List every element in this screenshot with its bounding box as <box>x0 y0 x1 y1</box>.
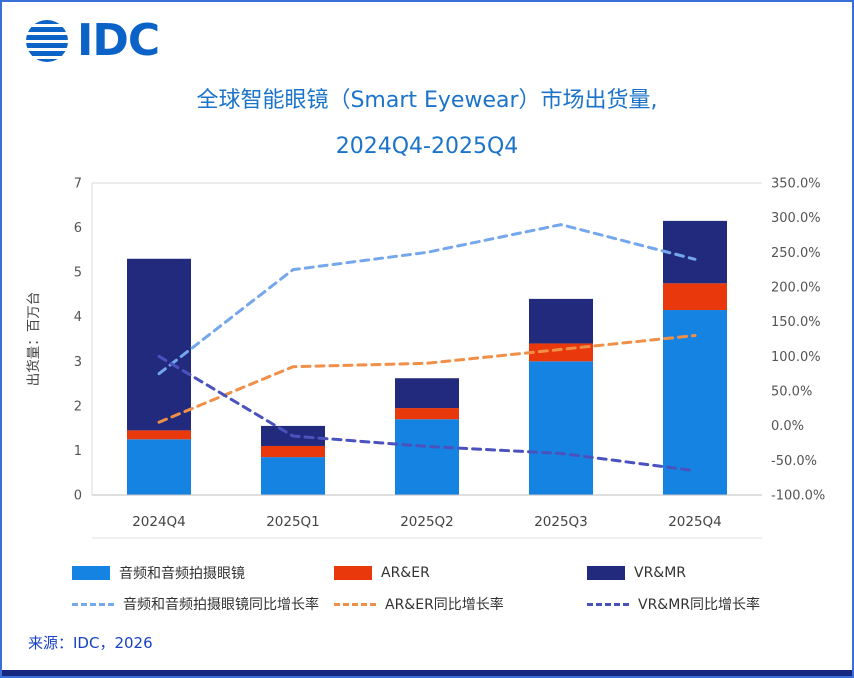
legend-lines-row: 音频和音频拍摄眼镜同比增长率 AR&ER同比增长率 VR&MR同比增长率 <box>72 594 760 614</box>
left-axis-title: 出货量：百万台 <box>25 292 42 387</box>
source-note: 来源：IDC，2026 <box>28 634 153 652</box>
idc-logo: IDC <box>24 15 160 66</box>
growth-line-音频和音频拍摄眼镜同比增长率 <box>157 223 697 376</box>
chart-title-line2: 2024Q4-2025Q4 <box>335 134 519 159</box>
legend-dash-vrmr-growth <box>587 602 629 606</box>
right-axis-tick: 350.0% <box>771 177 821 192</box>
growth-line-VR&MR同比增长率 <box>157 354 697 473</box>
x-axis-label: 2025Q1 <box>266 514 320 530</box>
bar-segment-AR&ER-2025Q2 <box>395 408 459 420</box>
x-axis-label: 2024Q4 <box>132 514 186 530</box>
bar-segment-音频和音频拍摄眼镜-2025Q4 <box>663 310 727 495</box>
bar-segment-AR&ER-2025Q4 <box>663 283 727 311</box>
bar-segment-AR&ER-2024Q4 <box>127 430 191 440</box>
idc-globe-icon <box>26 20 68 62</box>
left-axis-tick: 4 <box>74 310 82 325</box>
legend-label-vrmr-growth: VR&MR同比增长率 <box>638 597 761 613</box>
legend-item-vrmr-bars: VR&MR <box>587 565 686 581</box>
bar-segment-音频和音频拍摄眼镜-2025Q2 <box>395 419 459 495</box>
bar-segment-音频和音频拍摄眼镜-2025Q3 <box>529 361 593 495</box>
bar-segment-VR&MR-2025Q4 <box>663 220 727 284</box>
left-axis-tick: 6 <box>74 221 82 236</box>
right-axis-tick: -100.0% <box>771 489 825 504</box>
legend-item-audio-bars: 音频和音频拍摄眼镜 <box>72 563 334 583</box>
legend-label-arer-growth: AR&ER同比增长率 <box>385 597 504 613</box>
left-axis-tick: 1 <box>74 444 82 459</box>
idc-logo-text: IDC <box>77 15 160 66</box>
legend-label-audio: 音频和音频拍摄眼镜 <box>119 566 245 582</box>
bar-segment-音频和音频拍摄眼镜-2024Q4 <box>127 439 191 495</box>
growth-line-AR&ER同比增长率 <box>157 334 697 424</box>
legend-item-arer-bars: AR&ER <box>334 565 587 581</box>
right-axis-tick: 50.0% <box>771 385 812 400</box>
bar-segment-AR&ER-2025Q3 <box>529 343 593 362</box>
legend-dash-arer-growth <box>334 602 376 606</box>
chart-title-line1: 全球智能眼镜（Smart Eyewear）市场出货量, <box>196 88 658 113</box>
legend-swatch-audio <box>72 566 110 580</box>
x-axis-label: 2025Q4 <box>668 514 722 530</box>
combo-chart: 0 1 2 3 4 5 6 7 -100.0% -50.0% 0.0% 50.0% 100.0% 150.… <box>25 177 825 539</box>
bar-segment-音频和音频拍摄眼镜-2025Q1 <box>261 457 325 495</box>
x-axis-label: 2025Q2 <box>400 514 454 530</box>
right-axis-tick: -50.0% <box>771 454 817 469</box>
legend-swatch-vrmr <box>587 566 625 580</box>
right-axis-tick: 0.0% <box>771 419 804 434</box>
bar-segment-AR&ER-2025Q1 <box>261 445 325 458</box>
right-axis-tick: 150.0% <box>771 315 821 330</box>
bar-segment-VR&MR-2025Q2 <box>395 378 459 409</box>
chart-title: 全球智能眼镜（Smart Eyewear）市场出货量, 2024Q4-2025Q… <box>2 78 852 170</box>
x-axis-label: 2025Q3 <box>534 514 588 530</box>
right-axis-tick: 200.0% <box>771 281 821 296</box>
legend-item-arer-growth: AR&ER同比增长率 <box>334 594 587 614</box>
legend-dash-audio-growth <box>72 602 114 606</box>
bar-segment-VR&MR-2025Q3 <box>529 298 593 344</box>
bottom-accent-bar <box>2 670 852 676</box>
right-axis-tick: 300.0% <box>771 211 821 226</box>
legend-item-vrmr-growth: VR&MR同比增长率 <box>587 594 760 614</box>
left-axis-tick: 3 <box>74 355 82 370</box>
bar-segment-VR&MR-2024Q4 <box>127 258 191 431</box>
right-axis-tick: 100.0% <box>771 350 821 365</box>
legend-label-audio-growth: 音频和音频拍摄眼镜同比增长率 <box>123 597 319 613</box>
legend-bars-row: 音频和音频拍摄眼镜 AR&ER VR&MR <box>72 563 686 583</box>
legend-label-arer: AR&ER <box>381 565 430 581</box>
legend-swatch-arer <box>334 566 372 580</box>
right-axis-tick: 250.0% <box>771 246 821 261</box>
legend-item-audio-growth: 音频和音频拍摄眼镜同比增长率 <box>72 594 334 614</box>
left-axis-tick: 2 <box>74 399 82 414</box>
left-axis-tick: 7 <box>74 177 82 192</box>
left-axis-tick: 5 <box>74 266 82 281</box>
legend-label-vrmr: VR&MR <box>634 565 687 581</box>
left-axis-tick: 0 <box>74 489 82 504</box>
